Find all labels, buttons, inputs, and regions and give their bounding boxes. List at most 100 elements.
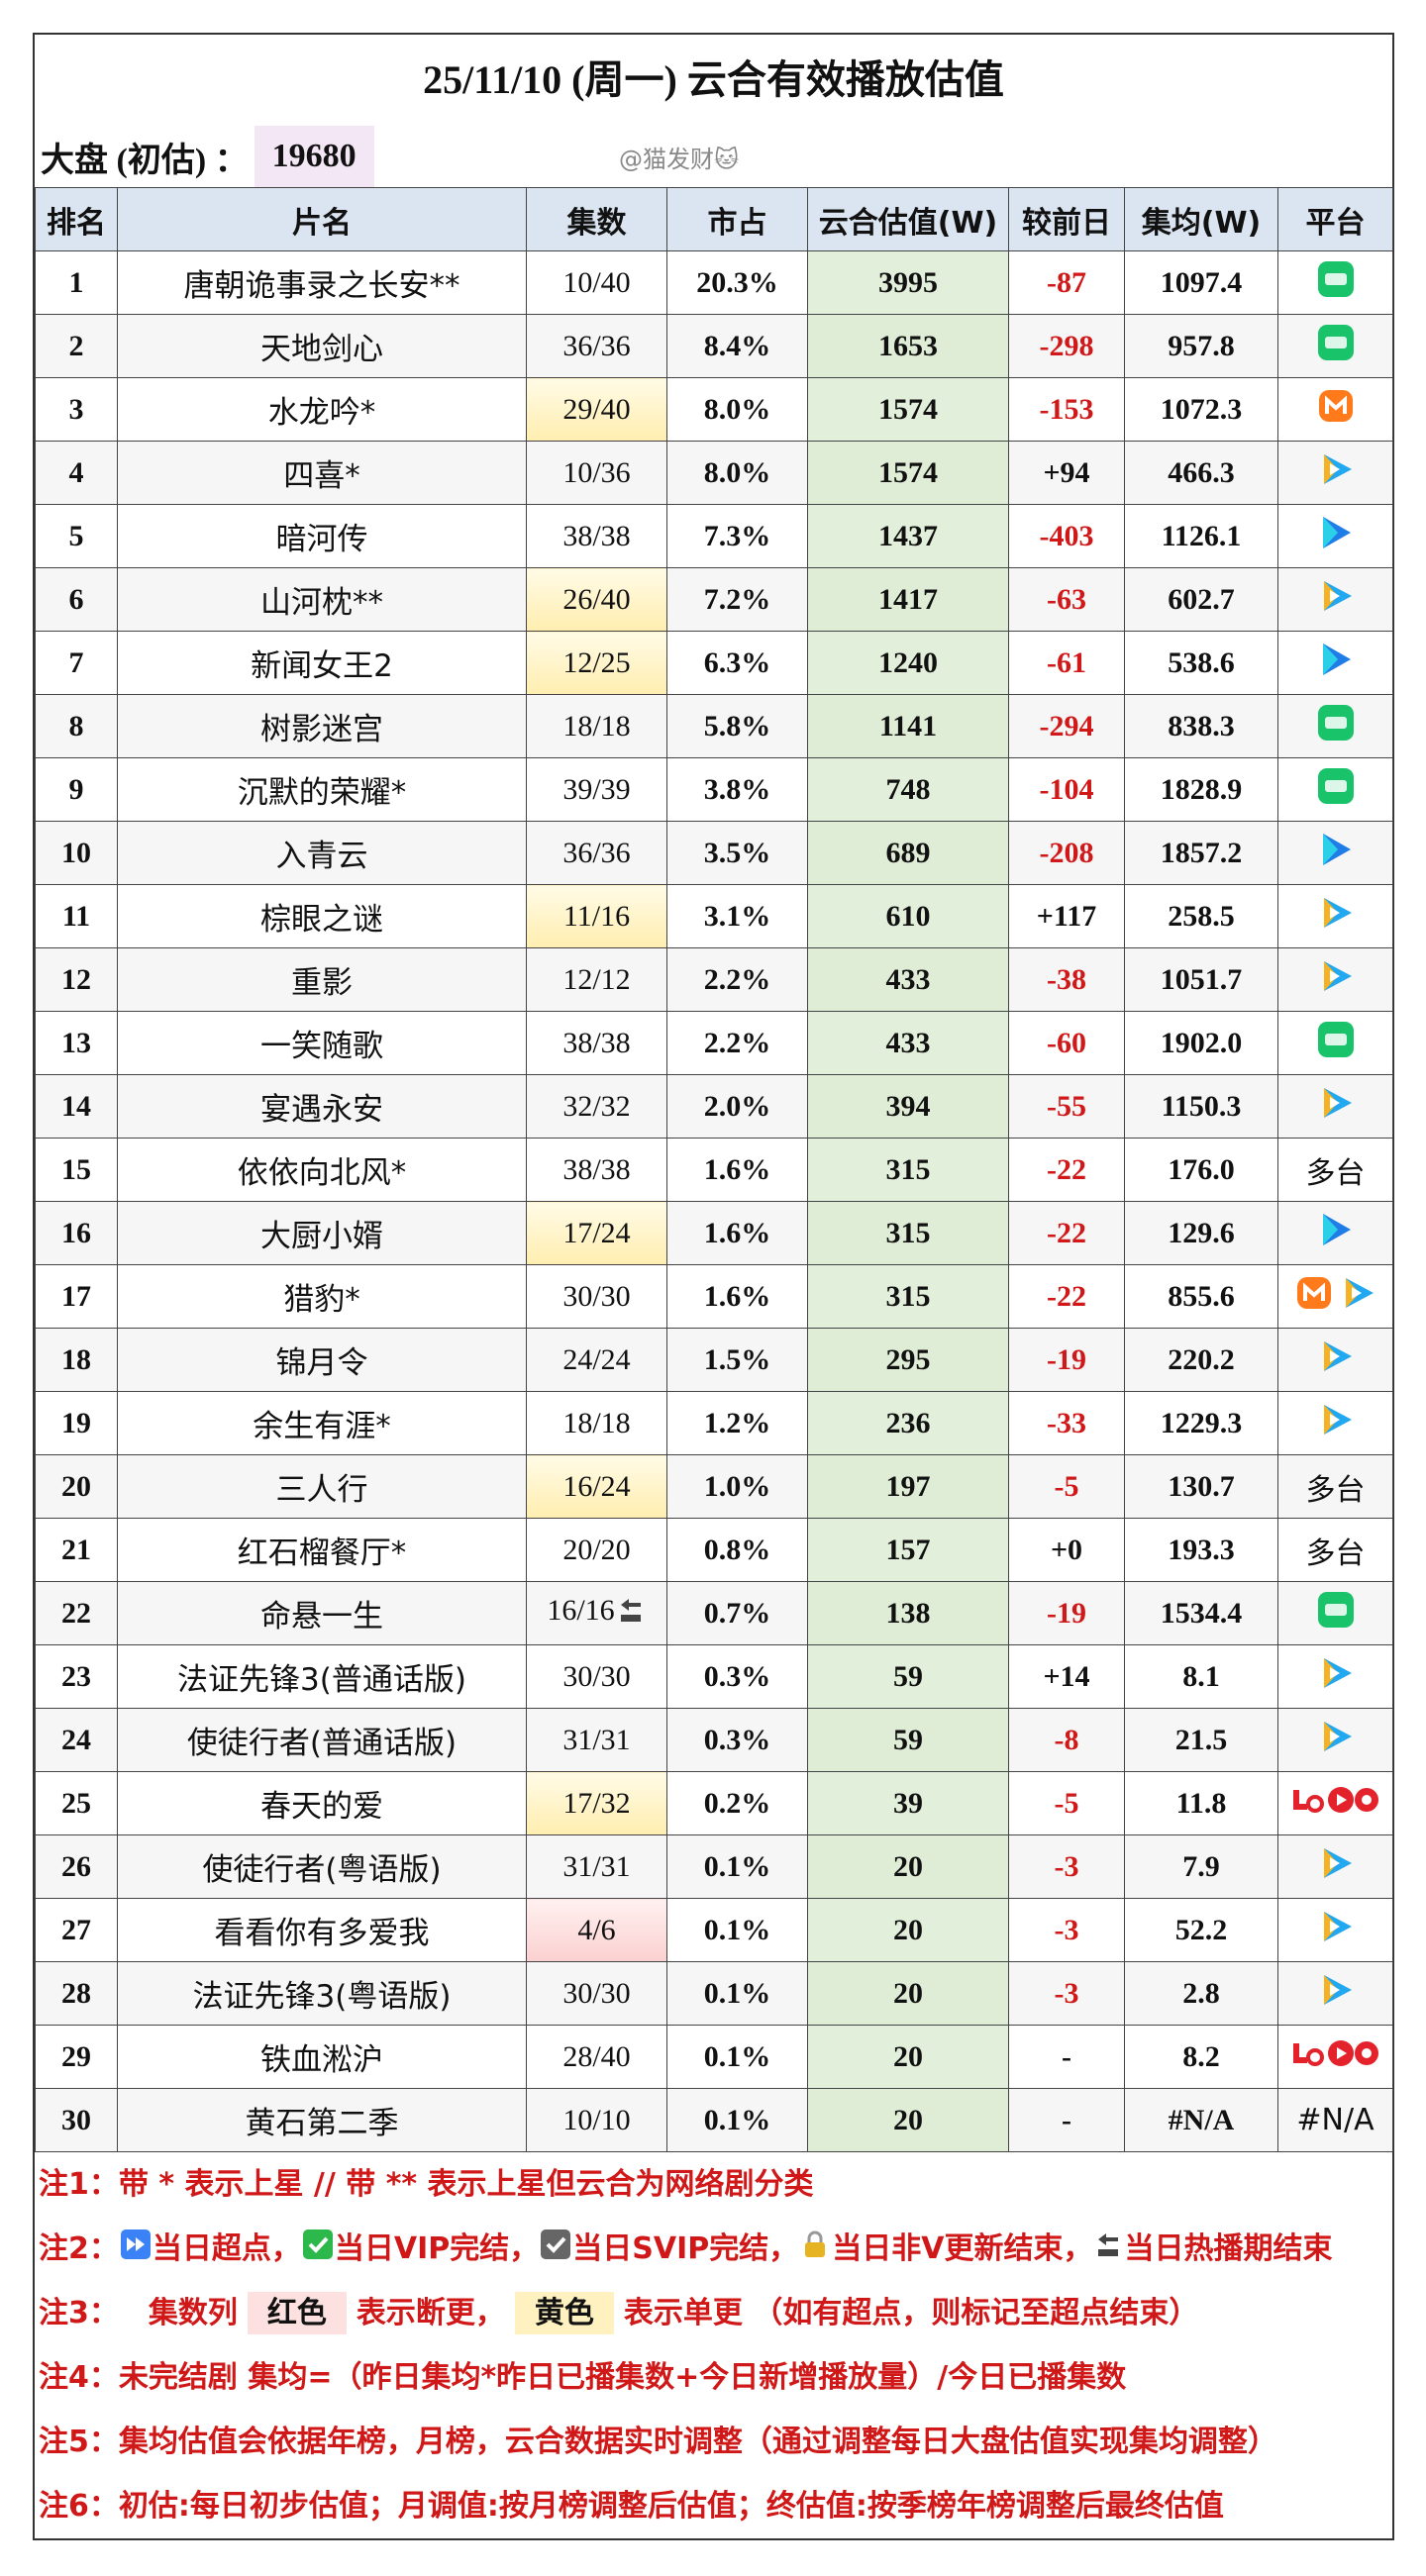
table-cell: 9 [35, 757, 118, 822]
note-text: 黄色 [514, 2292, 614, 2334]
column-header: 较前日 [1008, 187, 1125, 251]
table-cell: 610 [807, 884, 1009, 948]
column-header: 集均(W) [1124, 187, 1278, 251]
table-cell: 18/18 [526, 694, 667, 758]
table-cell: 0.2% [666, 1771, 808, 1835]
table-cell [1277, 757, 1393, 822]
table-cell: 315 [807, 1264, 1009, 1329]
table-cell: 30 [35, 2088, 118, 2152]
table-row: 29 铁血淞沪 28/40 0.1% 20-8.2 [35, 2025, 1393, 2089]
column-header: 排名 [35, 187, 118, 251]
table-cell [1277, 1644, 1393, 1709]
table-cell [1277, 1961, 1393, 2026]
title: 25/11/10 (周一) 云合有效播放估值 [423, 57, 1004, 102]
table-cell: 多台 [1277, 1138, 1393, 1202]
table-cell: 1150.3 [1124, 1074, 1278, 1139]
table-row: 17 猎豹* 30/30 1.6% 315 -22 855.6 [35, 1264, 1393, 1329]
table-cell: 20 [35, 1454, 118, 1519]
table-cell: 236 [807, 1391, 1009, 1455]
table-cell: 山河枕** [117, 567, 527, 632]
table-cell [1277, 821, 1393, 885]
table-cell: 11.8 [1124, 1771, 1278, 1835]
ranking-table: 排名 片名 集数 市占 云合估值(W) 较前日 集均(W) 平台 1 唐朝诡事录之长安** 10/… [35, 187, 1393, 2152]
table-cell: 命悬一生 [117, 1581, 527, 1645]
table-cell: 20 [807, 1898, 1009, 1962]
platform-icon [1316, 1970, 1356, 2018]
table-cell: 36/36 [526, 314, 667, 378]
table-cell: 18/18 [526, 1391, 667, 1455]
table-cell: 锦月令 [117, 1328, 527, 1392]
table-row: 20 三人行 16/24 1.0% 197 -5 130.7 多台 [35, 1454, 1393, 1519]
table-cell: 1534.4 [1124, 1581, 1278, 1645]
table-cell: 1417 [807, 567, 1009, 632]
table-cell: 16 [35, 1201, 118, 1265]
table-cell: 1574 [807, 377, 1009, 442]
table-cell: 32/32 [526, 1074, 667, 1139]
table-cell: +0 [1008, 1518, 1125, 1582]
table-cell: 7.3% [666, 504, 808, 568]
table-cell: 1.6% [666, 1201, 808, 1265]
table-row: 8 树影迷宫 18/18 5.8% 1141 -294 838.3 [35, 694, 1393, 758]
table-cell: 0.1% [666, 2025, 808, 2089]
table-cell: 1097.4 [1124, 250, 1278, 315]
table-cell: 暗河传 [117, 504, 527, 568]
table-cell: 余生有涯* [117, 1391, 527, 1455]
table-cell: 铁血淞沪 [117, 2025, 527, 2089]
table-cell: 20 [807, 2025, 1009, 2089]
table-cell: 689 [807, 821, 1009, 885]
table-cell [1277, 947, 1393, 1012]
table-cell: -403 [1008, 504, 1125, 568]
platform-icon [1316, 640, 1356, 687]
table-cell [1277, 1328, 1393, 1392]
platform-icon [1316, 386, 1356, 434]
table-cell: 依依向北风* [117, 1138, 527, 1202]
table-cell: 5.8% [666, 694, 808, 758]
table-cell: 315 [807, 1138, 1009, 1202]
table-row: 2 天地剑心 36/36 8.4% 1653 -298 957.8 [35, 314, 1393, 378]
column-header: 平台 [1277, 187, 1393, 251]
table-cell: 197 [807, 1454, 1009, 1519]
table-cell: 0.7% [666, 1581, 808, 1645]
note-text: 注5：集均估值会依据年榜，月榜，云合数据实时调整（通过调整每日大盘估值实现集均调… [39, 2425, 1277, 2459]
table-cell: 水龙吟* [117, 377, 527, 442]
table-cell: 2.0% [666, 1074, 808, 1139]
table-cell: 12/12 [526, 947, 667, 1012]
table-cell: 433 [807, 1011, 1009, 1075]
platform-icon [1316, 1210, 1356, 1257]
table-cell: 26/40 [526, 567, 667, 632]
table-cell: 红石榴餐厅* [117, 1518, 527, 1582]
table-cell: 855.6 [1124, 1264, 1278, 1329]
table-cell: -87 [1008, 250, 1125, 315]
table-cell: -38 [1008, 947, 1125, 1012]
table-cell: 17/24 [526, 1201, 667, 1265]
table-cell: -22 [1008, 1201, 1125, 1265]
table-cell: 唐朝诡事录之长安** [117, 250, 527, 315]
note-text: 注6：初估:每日初步估值；月调值:按月榜调整后估值；终估值:按季榜年榜调整后最终… [39, 2489, 1224, 2524]
table-cell: 602.7 [1124, 567, 1278, 632]
table-cell: 12/25 [526, 631, 667, 695]
table-cell: 0.1% [666, 2088, 808, 2152]
table-cell [1277, 1391, 1393, 1455]
platform-icon [1316, 576, 1356, 624]
table-cell [1277, 631, 1393, 695]
column-header: 集数 [526, 187, 667, 251]
platform-icon [1094, 2218, 1122, 2281]
table-cell: 四喜* [117, 441, 527, 505]
table-cell: 一笑随歌 [117, 1011, 527, 1075]
table-row: 24 使徒行者(普通话版) 31/31 0.3% 59 -8 21.5 [35, 1708, 1393, 1772]
table-cell: 2.2% [666, 1011, 808, 1075]
table-cell: 3.8% [666, 757, 808, 822]
table-cell: -298 [1008, 314, 1125, 378]
table-row: 26 使徒行者(粤语版) 31/31 0.1% 20 -3 7.9 [35, 1834, 1393, 1899]
table-cell: 0.3% [666, 1644, 808, 1709]
market-row: 大盘 (初估) ： 19680 @猫发财🐱 [35, 126, 1392, 187]
table-row: 9 沉默的荣耀* 39/39 3.8% 748 -104 1828.9 [35, 757, 1393, 822]
table-cell: -55 [1008, 1074, 1125, 1139]
table-cell: - [1008, 2088, 1125, 2152]
table-cell: 29/40 [526, 377, 667, 442]
table-cell: 220.2 [1124, 1328, 1278, 1392]
table-cell: +117 [1008, 884, 1125, 948]
platform-icon [1316, 259, 1356, 307]
platform-icon [1316, 513, 1356, 560]
